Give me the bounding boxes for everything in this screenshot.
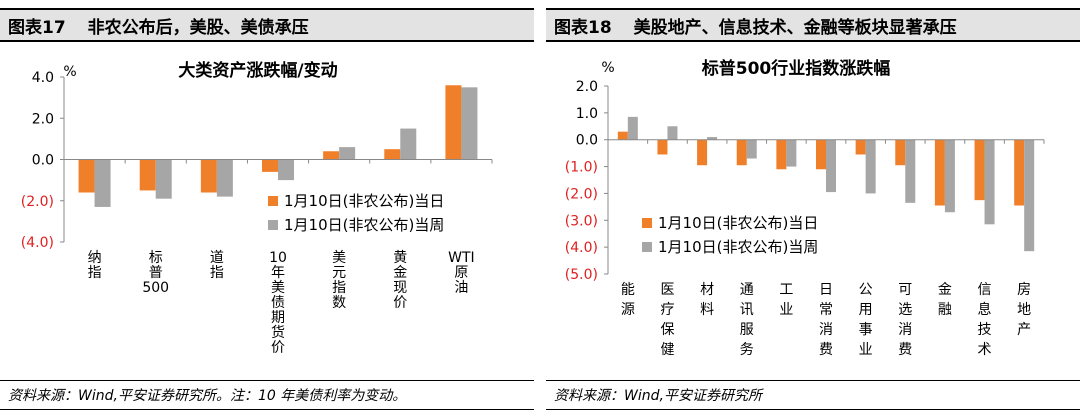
- bar-day: [1014, 139, 1025, 206]
- figure-number: 图表18: [554, 17, 612, 38]
- y-tick-label: 0.0: [576, 133, 598, 149]
- sector-performance-chart: 标普500行业指数涨跌幅%2.0 1.0 0.0 (1.0) (2.0) (3.0) (4.…: [565, 58, 1045, 358]
- bar-week: [1024, 139, 1035, 252]
- x-category-label: 金融: [938, 282, 952, 318]
- y-tick-label: (5.0): [565, 267, 598, 283]
- legend-label: 1月10日(非农公布)当日: [284, 192, 444, 210]
- bar-week: [984, 139, 995, 225]
- bar-week: [339, 147, 356, 160]
- legend-label: 1月10日(非农公布)当周: [658, 238, 818, 256]
- y-tick-label: (1.0): [565, 160, 598, 176]
- source-text: 资料来源：Wind,平安证券研究所: [554, 388, 762, 404]
- bar-week: [905, 139, 916, 203]
- y-tick-label: (3.0): [565, 213, 598, 229]
- x-category-label: 黄金现价: [393, 249, 407, 311]
- panel-figure-17: 图表17 非农公布后，美股、美债承压 大类资产涨跌幅/变动% 4.0 2.0 0.0 (…: [0, 0, 534, 420]
- bar-day: [736, 139, 747, 166]
- y-tick-label: 2.0: [32, 111, 54, 127]
- bar-week: [155, 159, 172, 199]
- bar-day: [974, 139, 985, 201]
- x-category-label: 道指: [210, 250, 224, 281]
- y-tick-label: (4.0): [21, 235, 54, 251]
- bar-week: [667, 126, 678, 140]
- chart-title: 大类资产涨跌幅/变动: [178, 60, 337, 81]
- x-category-label: 公用事业: [859, 282, 873, 358]
- legend-label: 1月10日(非农公布)当周: [284, 216, 444, 234]
- bar-day: [445, 85, 462, 160]
- x-category-label: 日常消费: [819, 282, 833, 358]
- x-category-label: 材料: [700, 282, 714, 318]
- bar-week: [461, 87, 478, 160]
- asset-performance-chart: 大类资产涨跌幅/变动% 4.0 2.0 0.0 (2.0) (4.0) 纳指 标普 500 道指 1…: [21, 60, 493, 356]
- bar-day: [657, 139, 668, 155]
- bar-week: [278, 159, 294, 181]
- bar-day: [816, 139, 826, 170]
- figure-title: 美股地产、信息技术、金融等板块显著承压: [633, 17, 957, 38]
- bar-day: [323, 151, 340, 160]
- legend-swatch: [642, 242, 652, 252]
- x-category-label: 纳指: [88, 250, 102, 281]
- legend-label: 1月10日(非农公布)当日: [658, 214, 818, 232]
- bar-day: [262, 159, 278, 172]
- x-category-label: 信息技术: [978, 282, 992, 358]
- bar-week: [216, 159, 233, 197]
- source-text: 资料来源：Wind,平安证券研究所。注：10 年美债利率为变动。: [8, 388, 407, 404]
- legend-swatch: [268, 220, 278, 230]
- x-category-label: 标普 500: [142, 250, 169, 296]
- bar-day: [697, 139, 708, 166]
- bar-day: [776, 139, 787, 170]
- bar-week: [707, 137, 718, 140]
- y-tick-label: 4.0: [32, 70, 54, 86]
- x-category-label: 医疗保健: [660, 282, 674, 358]
- x-category-label: 可选消费: [898, 282, 912, 358]
- bar-day: [855, 139, 866, 155]
- bar-week: [746, 139, 757, 159]
- figure-header: 图表18 美股地产、信息技术、金融等板块显著承压: [546, 8, 1080, 42]
- y-unit-label: %: [601, 60, 614, 76]
- chart-title: 标普500行业指数涨跌幅: [702, 58, 891, 79]
- bar-day: [78, 159, 95, 193]
- bar-day: [895, 139, 906, 166]
- bar-week: [944, 139, 955, 213]
- source-note: 资料来源：Wind,平安证券研究所。注：10 年美债利率为变动。: [0, 380, 534, 410]
- x-category-label: 美元指数: [332, 250, 346, 311]
- bar-week: [400, 128, 417, 160]
- bar-week: [826, 139, 836, 193]
- x-category-label: 能源: [621, 282, 635, 318]
- bar-day: [934, 139, 945, 206]
- y-tick-label: (2.0): [565, 186, 598, 202]
- x-category-label: 10 年美债期货价: [269, 250, 287, 356]
- bar-week: [865, 139, 876, 194]
- y-tick-label: (2.0): [21, 194, 54, 210]
- bar-day: [200, 159, 217, 193]
- legend-swatch: [268, 196, 278, 206]
- x-category-label: WTI 原油: [448, 250, 475, 296]
- source-note: 资料来源：Wind,平安证券研究所: [546, 380, 1080, 410]
- x-category-label: 工业: [779, 282, 793, 318]
- y-tick-label: 1.0: [576, 106, 598, 122]
- bar-week: [94, 159, 111, 207]
- figure-header: 图表17 非农公布后，美股、美债承压: [0, 8, 534, 42]
- y-tick-label: 2.0: [576, 79, 598, 95]
- x-category-label: 通讯服务: [740, 282, 754, 358]
- bar-day: [139, 159, 156, 191]
- bar-week: [786, 139, 797, 167]
- bar-day: [617, 131, 628, 140]
- legend-swatch: [642, 218, 652, 228]
- x-category-label: 房地产: [1017, 282, 1031, 338]
- bar-day: [384, 149, 401, 160]
- y-unit-label: %: [63, 64, 76, 80]
- panel-figure-18: 图表18 美股地产、信息技术、金融等板块显著承压 标普500行业指数涨跌幅% 2.…: [546, 0, 1080, 420]
- figure-title: 非农公布后，美股、美债承压: [87, 17, 309, 38]
- y-tick-label: 0.0: [32, 153, 54, 169]
- bar-week: [627, 116, 638, 140]
- figure-number: 图表17: [8, 17, 66, 38]
- y-tick-label: (4.0): [565, 240, 598, 256]
